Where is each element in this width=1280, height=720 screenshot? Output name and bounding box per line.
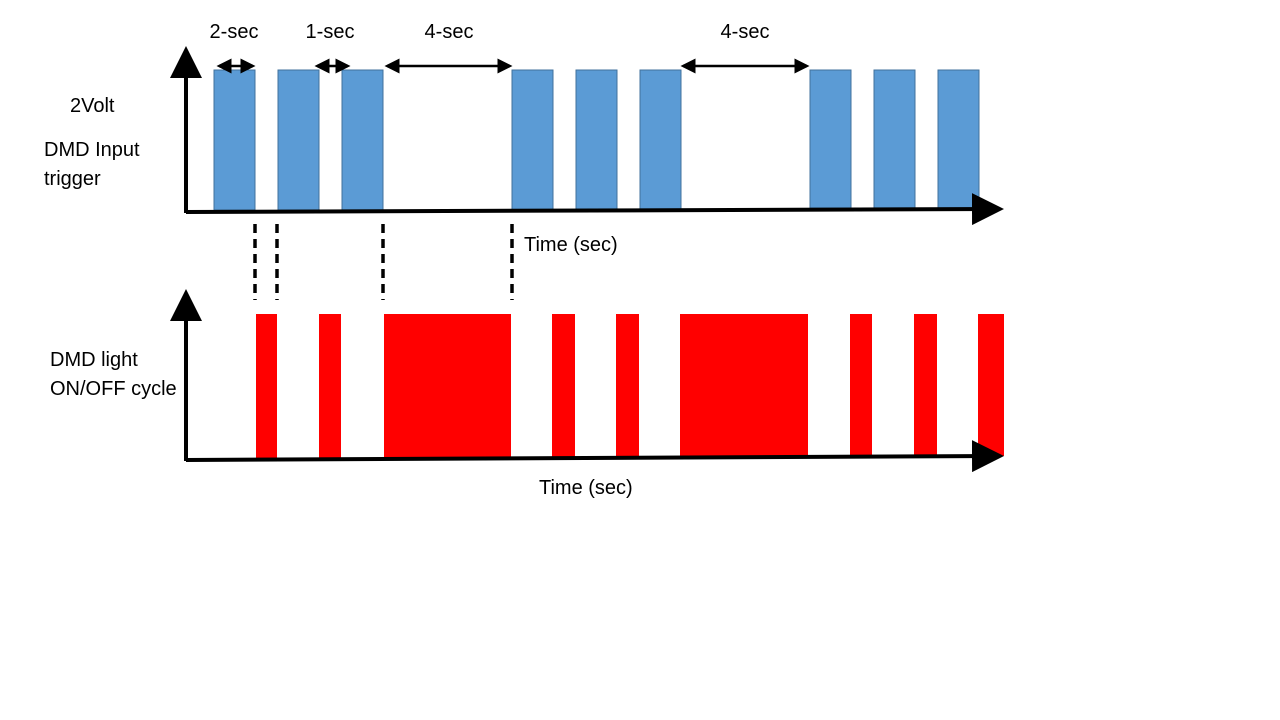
trigger-pulse — [511, 69, 554, 211]
light-pulse — [680, 314, 808, 456]
trigger-pulse — [639, 69, 682, 211]
light-pulse — [850, 314, 872, 456]
light-pulse — [914, 314, 937, 456]
trigger-pulse — [575, 69, 618, 211]
trigger-pulse — [873, 69, 916, 209]
connector-lines — [253, 224, 514, 300]
light-pulse — [616, 314, 639, 457]
voltage-level-label: 2Volt — [70, 95, 115, 117]
trigger-pulse — [937, 69, 980, 209]
trigger-signal-label: DMD Input — [44, 139, 140, 161]
light-pulse — [256, 314, 277, 459]
light-time-axis-label: Time (sec) — [539, 477, 633, 499]
light-signal-label: ON/OFF cycle — [50, 378, 177, 400]
light-pulse — [552, 314, 575, 457]
trigger-pulse — [341, 69, 384, 211]
trigger-time-axis-label: Time (sec) — [524, 234, 618, 256]
interval-label: 4-sec — [425, 21, 474, 43]
interval-annotations: 2-sec 1-sec 4-sec 4-sec — [210, 21, 810, 74]
trigger-pulse — [213, 69, 256, 211]
trigger-signal-label: trigger — [44, 168, 101, 190]
light-pulses — [256, 314, 1004, 459]
trigger-pulses — [213, 69, 980, 211]
interval-label: 1-sec — [306, 21, 355, 43]
interval-label: 4-sec — [721, 21, 770, 43]
interval-label: 2-sec — [210, 21, 259, 43]
trigger-panel: 2-sec 1-sec 4-sec 4-sec 2Volt DMD Input … — [44, 21, 1004, 256]
light-pulse — [319, 314, 341, 459]
trigger-x-axis — [185, 193, 1004, 226]
light-signal-label: DMD light — [50, 349, 138, 371]
light-pulse — [384, 314, 511, 458]
trigger-pulse — [277, 69, 320, 211]
light-x-axis — [185, 440, 1004, 473]
trigger-pulse — [809, 69, 852, 209]
light-pulse — [978, 314, 1004, 456]
light-panel: DMD light ON/OFF cycle Time (sec) — [50, 289, 1004, 499]
